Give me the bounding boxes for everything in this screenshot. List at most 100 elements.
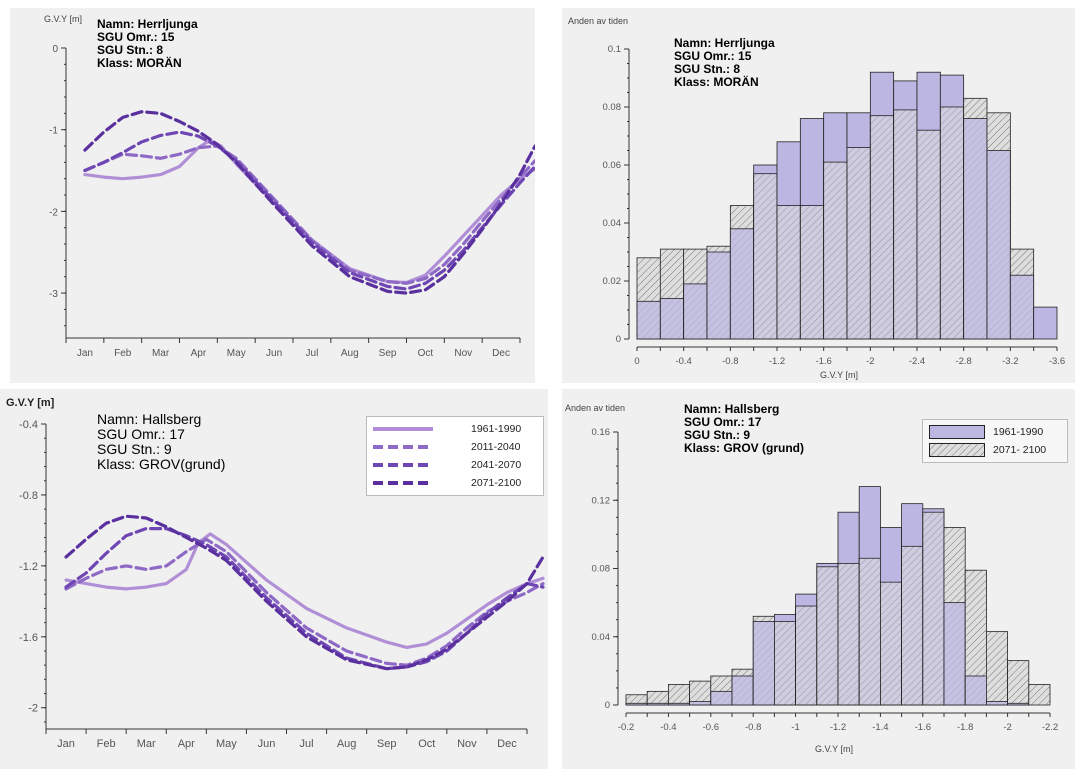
station-name: Namn: Hallsberg — [684, 402, 780, 416]
legend-item: 1961-1990 — [367, 422, 543, 436]
legend-label: 2071- 2100 — [993, 444, 1047, 456]
groundwater-line-chart-herrljunga: 0 -1 -2 -3 Jan Feb Mar Apr May Jun Jul Aug Sep Oct Nov… — [10, 8, 535, 383]
x-tick-label: Oct — [418, 348, 434, 359]
series-line-2011-2040 — [64, 537, 545, 667]
y-axis-label: Anden av tiden — [568, 16, 629, 26]
x-tick-label: 0 — [634, 356, 639, 367]
x-tick-label: -3.2 — [1002, 356, 1018, 367]
bar-1961-1990 — [1033, 306, 1058, 340]
x-tick-label: -1.2 — [769, 356, 785, 367]
x-tick-label: May — [227, 348, 246, 359]
bar-1961-1990 — [710, 690, 733, 706]
sgu-area: SGU Omr.: 17 — [684, 414, 762, 429]
bar-2071-2100 — [846, 147, 871, 340]
x-tick-label: -2 — [866, 356, 874, 367]
chart-canvas: -0.4 -0.8 -1.2 -1.6 -2 Jan Feb Mar Apr May Jun Jul A… — [19, 419, 545, 750]
x-tick-label: -2.8 — [955, 356, 971, 367]
bar-2071-2100 — [1028, 684, 1051, 706]
bar-1961-1990 — [646, 702, 669, 706]
chart-canvas: 0 0.04 0.08 0.12 0.16 -0.2 -0.4 -0.6 -0.8 -1 -1.2 -… — [592, 427, 1059, 733]
soil-class: Klass: MORÄN — [674, 74, 759, 89]
bar-2071-2100 — [795, 605, 818, 706]
bar-2071-2100 — [893, 109, 918, 340]
bar-2071-2100 — [922, 511, 945, 706]
x-tick-label: -0.4 — [660, 722, 676, 733]
x-tick-label: Sep — [379, 348, 397, 359]
sgu-station: SGU Stn.: 9 — [684, 427, 751, 442]
bar-1961-1990 — [706, 251, 731, 340]
series-line-2011-2040 — [83, 144, 535, 285]
station-name: Namn: Hallsberg — [97, 411, 202, 427]
soil-class: Klass: GROV(grund) — [97, 456, 226, 473]
series-line-1961-1990 — [83, 138, 535, 285]
sgu-station: SGU Stn.: 9 — [97, 441, 172, 458]
x-tick-label: -1 — [791, 722, 799, 733]
sgu-area: SGU Omr.: 15 — [674, 48, 752, 63]
x-tick-label: Mar — [152, 348, 170, 359]
y-tick-label: -0.4 — [19, 419, 38, 431]
bar-1961-1990 — [986, 150, 1011, 340]
legend-swatch — [373, 463, 433, 467]
x-tick-label: -1.6 — [915, 722, 931, 733]
bar-2071-2100 — [816, 566, 839, 706]
bar-2071-2100 — [773, 620, 796, 706]
legend: 1961-1990 2011-2040 2041-2070 2071-2100 — [366, 416, 544, 496]
groundwater-histogram-hallsberg: 0 0.04 0.08 0.12 0.16 -0.2 -0.4 -0.6 -0.8 -1 -1.2 -… — [562, 389, 1075, 769]
bar-1961-1990 — [1007, 702, 1030, 706]
x-tick-label: Dec — [492, 348, 510, 359]
y-tick-label: -0.8 — [19, 490, 38, 502]
legend-swatch — [373, 445, 433, 449]
x-tick-label: Apr — [178, 738, 195, 750]
x-tick-label: Feb — [114, 348, 132, 359]
x-tick-label: Dec — [497, 738, 517, 750]
series-line-2041-2070 — [83, 130, 535, 291]
soil-class: Klass: GROV (grund) — [684, 440, 805, 455]
x-tick-label: Jun — [258, 738, 276, 750]
bar-2071-2100 — [916, 129, 941, 340]
bar-1961-1990 — [689, 701, 712, 706]
x-tick-label: Mar — [137, 738, 156, 750]
sgu-area: SGU Omr.: 15 — [97, 29, 175, 44]
x-tick-label: Nov — [454, 348, 472, 359]
bar-1961-1990 — [668, 702, 691, 706]
x-tick-label: Aug — [341, 348, 359, 359]
y-axis-label: Anden av tiden — [565, 403, 626, 413]
bar-1961-1990 — [729, 228, 755, 340]
legend-swatch — [373, 427, 433, 431]
bar-2071-2100 — [1007, 660, 1030, 706]
station-name: Namn: Herrljunga — [674, 36, 775, 50]
legend-item: 2041-2070 — [367, 458, 543, 472]
x-tick-label: -0.6 — [703, 722, 719, 733]
y-tick-label: -3 — [49, 289, 58, 300]
x-tick-label: -0.2 — [618, 722, 634, 733]
x-tick-label: Jun — [266, 348, 282, 359]
legend-label: 2011-2040 — [471, 441, 521, 453]
x-tick-label: Jan — [57, 738, 75, 750]
chart-canvas: 0 -1 -2 -3 Jan Feb Mar Apr May Jun Jul Aug Sep Oct Nov… — [49, 44, 535, 359]
groundwater-histogram-herrljunga: 0 0.02 0.04 0.06 0.08 0.1 0 -0.4 -0.8 -1.2 -1.6 -2 -… — [562, 8, 1075, 383]
legend-swatch — [929, 443, 985, 457]
y-tick-label: -2 — [49, 207, 58, 218]
x-tick-label: Feb — [97, 738, 116, 750]
y-tick-label: 0 — [52, 44, 58, 55]
x-tick-label: Apr — [191, 348, 207, 359]
series-line-2071-2100 — [64, 514, 545, 671]
x-tick-label: -0.8 — [745, 722, 761, 733]
bar-2071-2100 — [985, 631, 1008, 706]
bar-2071-2100 — [858, 557, 881, 706]
soil-class: Klass: MORÄN — [97, 55, 182, 70]
y-tick-label: 0.08 — [603, 102, 622, 113]
legend-label: 1961-1990 — [993, 426, 1044, 438]
x-tick-label: -2 — [1003, 722, 1011, 733]
bar-2071-2100 — [799, 205, 825, 340]
sgu-station: SGU Stn.: 8 — [97, 42, 164, 57]
x-tick-label: -2.2 — [1042, 722, 1058, 733]
bar-2071-2100 — [901, 545, 924, 706]
x-tick-label: Aug — [337, 738, 357, 750]
y-tick-label: 0 — [616, 334, 621, 345]
y-axis-label: G.V.Y [m] — [6, 397, 55, 409]
legend-swatch — [929, 425, 985, 439]
x-axis-label: G.V.Y [m] — [815, 744, 854, 754]
y-tick-label: 0.04 — [603, 218, 622, 229]
legend-item: 2071- 2100 — [923, 443, 1067, 457]
